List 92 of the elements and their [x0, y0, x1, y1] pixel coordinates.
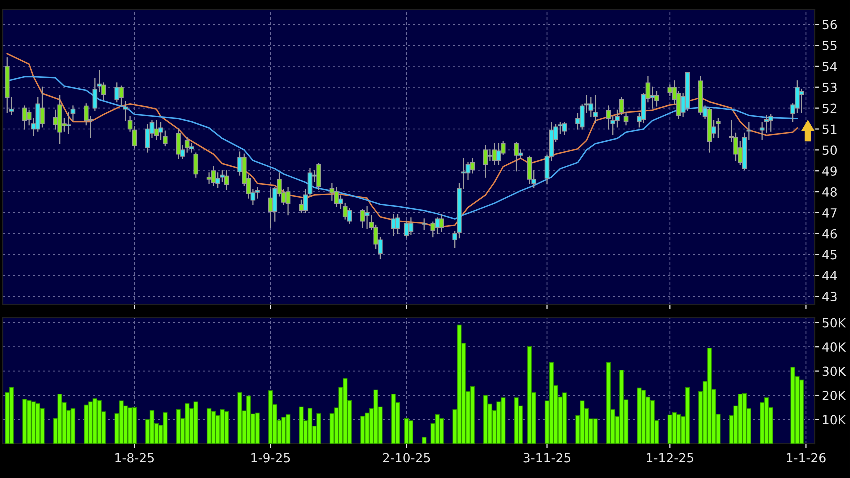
y-tick-label: 49 — [822, 166, 837, 176]
x-tick-label: 1-9-25 — [252, 453, 290, 463]
bar — [308, 408, 313, 444]
bar — [470, 386, 475, 444]
bar — [246, 396, 252, 444]
x-tick-label: 1-12-25 — [647, 453, 694, 463]
candlestick — [768, 114, 774, 132]
bar — [483, 395, 488, 444]
bar — [496, 402, 502, 444]
bar — [238, 392, 242, 444]
bar — [132, 408, 137, 444]
bar — [88, 402, 94, 444]
candlestick — [593, 95, 598, 124]
y-tick-label: 55 — [822, 41, 837, 50]
candlestick — [404, 220, 410, 239]
bar — [422, 437, 427, 444]
bar — [641, 390, 646, 444]
bar — [194, 402, 198, 444]
x-tick-label: 1-1-26 — [787, 453, 826, 463]
candlestick — [488, 150, 493, 162]
y-tick-label: 46 — [822, 229, 838, 239]
y-tick-label: 50K — [822, 318, 846, 328]
candlestick — [145, 124, 150, 153]
bar — [593, 418, 598, 444]
bar — [286, 414, 291, 444]
y-tick-label: 54 — [822, 62, 838, 72]
candlestick — [360, 209, 366, 228]
candlestick — [391, 214, 396, 237]
bar — [255, 412, 260, 444]
candlestick — [364, 206, 370, 230]
candlestick — [764, 115, 770, 133]
bar — [606, 362, 612, 444]
bar — [360, 416, 366, 444]
bar — [84, 404, 89, 444]
bar — [119, 400, 124, 444]
bar — [514, 398, 519, 444]
candlestick — [408, 218, 414, 236]
x-tick-label: 1-8-25 — [116, 453, 154, 463]
y-tick-label: 40K — [822, 342, 846, 352]
bar — [685, 387, 690, 444]
bar — [457, 324, 462, 444]
candlestick — [430, 222, 436, 238]
y-tick-label: 56 — [822, 20, 838, 30]
candlestick — [114, 82, 120, 103]
bar — [128, 408, 133, 444]
bar — [764, 398, 770, 444]
candlestick — [194, 152, 199, 178]
bar — [9, 387, 14, 444]
y-tick-label: 52 — [822, 104, 837, 114]
y-tick-label: 20K — [822, 391, 846, 400]
y-tick-label: 45 — [822, 250, 837, 260]
candlestick — [286, 187, 291, 216]
candlestick — [22, 106, 28, 130]
bar — [316, 413, 322, 444]
candlestick — [422, 218, 427, 230]
candlestick — [211, 166, 216, 186]
bar — [299, 406, 304, 444]
bar — [70, 408, 76, 444]
bar — [404, 418, 410, 444]
bar — [31, 402, 36, 444]
x-tick-label: 2-10-25 — [383, 453, 430, 463]
y-tick-label: 30K — [822, 366, 846, 376]
candlestick — [483, 145, 488, 178]
line-series — [6, 53, 798, 228]
y-tick-label: 51 — [822, 124, 837, 134]
bar — [150, 410, 155, 444]
bar — [176, 409, 181, 444]
y-tick-label: 53 — [822, 82, 837, 92]
bar — [206, 408, 212, 444]
candlestick — [527, 156, 532, 184]
y-tick-label: 50 — [822, 146, 838, 156]
candlestick — [206, 172, 212, 184]
bar — [527, 346, 532, 444]
bar — [22, 399, 28, 444]
bar — [268, 390, 274, 444]
candlestick — [224, 170, 230, 190]
candlestick — [799, 88, 804, 114]
bar — [435, 414, 440, 444]
y-tick-label: 48 — [822, 187, 837, 197]
bar — [562, 392, 568, 444]
bar — [408, 420, 414, 444]
x-tick-label: 3-11-25 — [524, 453, 571, 463]
y-tick-label: 10K — [823, 415, 846, 425]
candlestick — [562, 122, 568, 136]
candlestick — [66, 112, 72, 134]
bar — [742, 393, 748, 444]
bar — [637, 388, 642, 444]
candlestick — [154, 120, 160, 140]
y-tick-label: 43 — [822, 292, 837, 302]
bar — [364, 412, 370, 444]
y-tick-label: 44 — [822, 271, 838, 280]
y-tick-label: 47 — [822, 208, 837, 218]
